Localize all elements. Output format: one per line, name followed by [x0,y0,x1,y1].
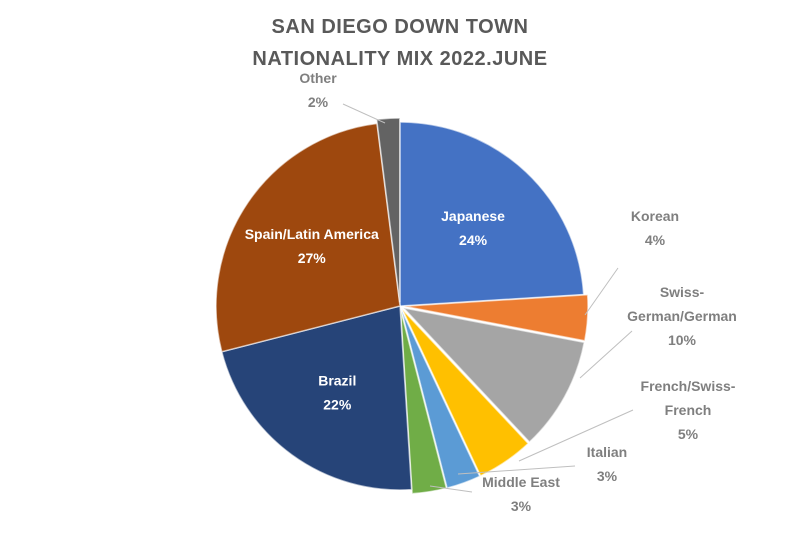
data-label-category: Spain/Latin America [245,226,379,242]
pie-slice-japanese [399,121,585,307]
pie-slice-brazil [220,305,413,491]
data-label-value: 5% [678,426,699,442]
data-label-category: Brazil [318,372,356,388]
leader-line [342,103,386,124]
data-label-value: 4% [645,232,666,248]
leader-line [429,485,473,493]
data-label-category: French/Swiss- [641,378,736,394]
pie-slice-swiss-german-german [401,306,586,444]
data-label-value: 22% [323,396,352,412]
data-label-category: Other [299,70,337,86]
pie-slice-french-swiss-french [401,308,530,477]
data-label-value: 10% [668,332,697,348]
data-label-category: Italian [587,444,627,460]
data-label-category: Korean [631,208,679,224]
data-label-category: Japanese [441,208,505,224]
pie-slices [215,117,589,495]
data-label-category: Swiss- [660,284,705,300]
data-label-value: 3% [597,468,618,484]
leader-line [457,465,576,475]
chart-title-line-1: SAN DIEGO DOWN TOWN [272,16,529,38]
data-label-category: Middle East [482,474,560,490]
data-labels: Japanese 24% Korean 4% Swiss- German/German 10… [245,70,737,514]
chart-title-line-2: NATIONALITY MIX 2022.JUNE [252,48,547,70]
data-label-value: 27% [298,250,327,266]
data-label-value: 3% [511,498,532,514]
leader-line [579,330,633,379]
pie-slice-korean [403,293,589,342]
data-label-value: 24% [459,232,488,248]
data-label-category: French [665,402,712,418]
leader-line [518,409,634,462]
data-label-category: German/German [627,308,737,324]
data-label-value: 2% [308,94,329,110]
leader-lines [342,103,634,493]
leader-line [584,267,619,316]
pie-slice-spain-latin-america [215,122,401,353]
